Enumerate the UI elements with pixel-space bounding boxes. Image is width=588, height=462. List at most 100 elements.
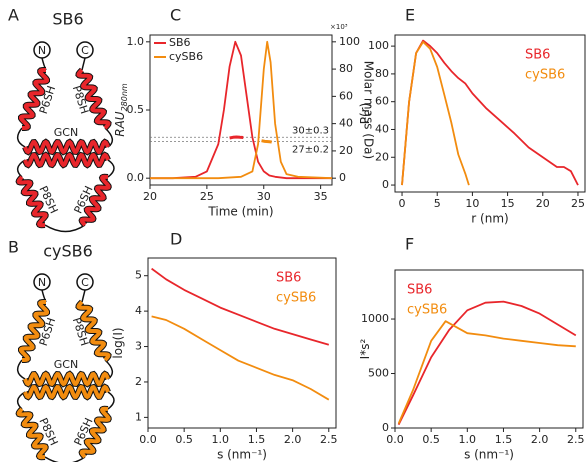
helix (79, 174, 111, 227)
x-tick-label: 2.0 (531, 433, 549, 446)
helix (19, 68, 49, 130)
y-axis-label: I*s² (358, 339, 372, 360)
y2-multiplier: ×10³ (330, 23, 348, 31)
terminus (76, 41, 94, 59)
legend-label: SB6 (276, 271, 301, 286)
helix (16, 407, 48, 460)
x-tick-label: 25 (571, 197, 585, 210)
x-tick-label: 0.5 (422, 433, 440, 446)
terminus-label: N (38, 276, 46, 289)
helix (23, 152, 110, 168)
panel-letter: E (405, 6, 415, 25)
y-axis-label-main: log(I) (111, 327, 125, 358)
helix (16, 175, 48, 228)
x-tick-label: 1.5 (495, 433, 513, 446)
y2-tick-label: 100 (339, 35, 360, 48)
y-tick-label: 80 (375, 67, 389, 80)
x-tick-label: 0.0 (386, 433, 404, 446)
x-tick-label: 1.5 (248, 433, 266, 446)
y2-tick-label: 40 (339, 117, 353, 130)
x-tick-label: 20 (536, 197, 550, 210)
y-tick-label: 1.0 (127, 35, 145, 48)
mass-trace (229, 135, 244, 140)
helix (23, 139, 110, 155)
x-tick-label: 2.0 (284, 433, 302, 446)
series-line (150, 40, 332, 180)
x-tick-label: 1.0 (459, 433, 477, 446)
y2-tick-label: 60 (339, 89, 353, 102)
y-axis-label-main: P(r) (358, 103, 372, 125)
y-tick-label: 40 (375, 122, 389, 135)
y-tick-label: 1 (135, 410, 142, 423)
plot-frame (394, 34, 586, 193)
terminus-label: C (81, 276, 89, 289)
segment-label: GCN (54, 126, 78, 139)
y-axis-label-main: I*s² (358, 339, 372, 360)
y-tick-label: 0 (382, 421, 389, 434)
y-axis-label-sub: 280nm (120, 83, 129, 111)
y-tick-label: 1000 (361, 312, 389, 325)
plot-frame (147, 257, 337, 429)
y-tick-label: 2 (135, 375, 142, 388)
legend-label: cySB6 (276, 291, 316, 306)
x-axis-label: r (nm) (471, 212, 508, 226)
x-tick-label: 20 (143, 190, 157, 203)
helix (76, 300, 111, 362)
segment-label: P8SH (36, 184, 60, 216)
y-tick-label: 4 (135, 304, 142, 317)
terminus-label: N (38, 44, 46, 57)
y-tick-label: 100 (368, 39, 389, 52)
x-tick-label: 10 (465, 197, 479, 210)
plot-frame (394, 269, 584, 429)
annotation: 27±0.2 (292, 144, 329, 155)
annotation: 30±0.3 (292, 125, 329, 136)
series-line (151, 267, 330, 346)
terminus (76, 273, 94, 291)
loop (16, 289, 115, 462)
x-tick-label: 0.0 (139, 433, 157, 446)
y-tick-label: 60 (375, 95, 389, 108)
legend-label: cySB6 (407, 303, 447, 318)
y-tick-label: 500 (368, 367, 389, 380)
panel-letter: B (8, 238, 19, 257)
y2-axis-label: Molar mass (Da) (362, 61, 376, 159)
series-line (151, 315, 330, 401)
helix (23, 371, 110, 387)
y2-tick-label: 0 (339, 171, 346, 184)
x-tick-label: 2.5 (320, 433, 338, 446)
x-tick-label: 30 (257, 190, 271, 203)
series-line (401, 41, 470, 186)
legend-label: SB6 (525, 48, 550, 63)
y-tick-label: 20 (375, 150, 389, 163)
series-line (397, 300, 577, 426)
panel-letter: C (170, 6, 181, 25)
panel-letter: F (405, 235, 414, 254)
helix (19, 300, 49, 362)
x-tick-label: 2.5 (567, 433, 585, 446)
helix (76, 68, 111, 130)
y-tick-label: 3 (135, 340, 142, 353)
x-tick-label: 5 (434, 197, 441, 210)
y2-tick-label: 80 (339, 62, 353, 75)
y-tick-label: 0.0 (127, 171, 145, 184)
legend-label: SB6 (169, 36, 191, 49)
diagram-title: cySB6 (43, 242, 93, 261)
annotation-bg (292, 143, 330, 156)
legend-label: cySB6 (169, 50, 203, 63)
series-line (150, 40, 333, 180)
y2-tick-label: 20 (339, 144, 353, 157)
loop (16, 57, 115, 233)
helix (23, 384, 110, 400)
y-axis-label: log(I) (111, 327, 125, 358)
x-tick-label: 35 (314, 190, 328, 203)
x-tick-label: 0 (399, 197, 406, 210)
y-axis-label: P(r) (358, 103, 372, 125)
y-axis-label: RAU280nm (113, 83, 129, 137)
legend-label: SB6 (407, 283, 432, 298)
x-tick-label: 0.5 (175, 433, 193, 446)
terminus (33, 41, 51, 59)
y-tick-label: 0 (382, 178, 389, 191)
x-axis-label: s (nm⁻¹) (217, 448, 267, 462)
